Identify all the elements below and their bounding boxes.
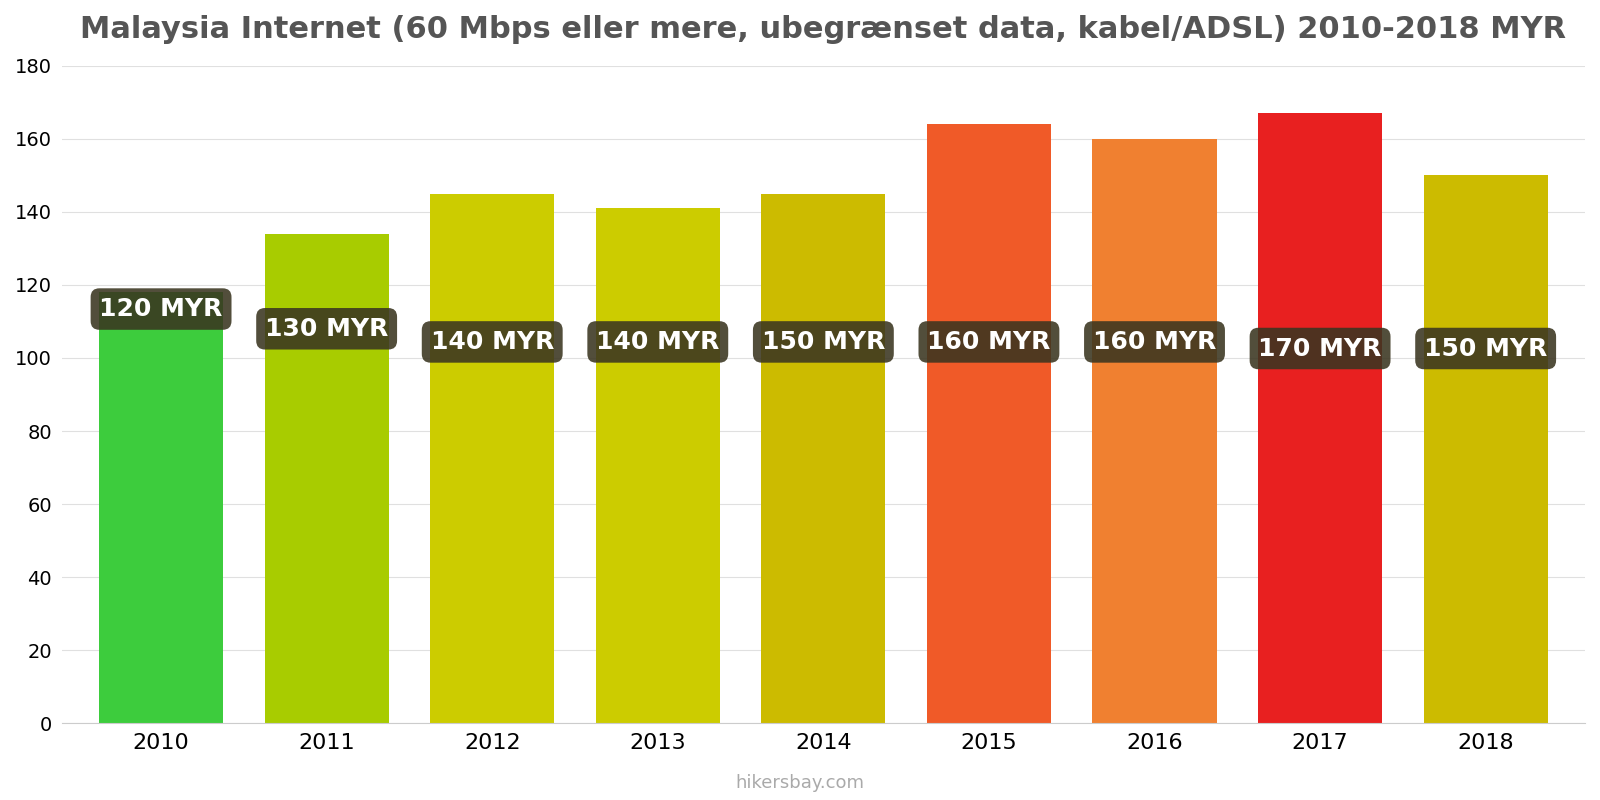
Text: 140 MYR: 140 MYR [430,330,554,354]
Bar [264,234,389,723]
Text: 160 MYR: 160 MYR [928,330,1051,354]
Text: hikersbay.com: hikersbay.com [736,774,864,792]
Bar [595,208,720,723]
Text: 120 MYR: 120 MYR [99,297,222,321]
Bar [1093,139,1216,723]
Text: 140 MYR: 140 MYR [597,330,720,354]
Title: Malaysia Internet (60 Mbps eller mere, ubegrænset data, kabel/ADSL) 2010-2018 MY: Malaysia Internet (60 Mbps eller mere, u… [80,15,1566,44]
Bar [1258,114,1382,723]
Text: 170 MYR: 170 MYR [1258,337,1382,361]
Text: 130 MYR: 130 MYR [266,317,389,341]
Bar [99,292,222,723]
Bar [1424,175,1547,723]
Bar [762,194,885,723]
Text: 150 MYR: 150 MYR [762,330,885,354]
Text: 150 MYR: 150 MYR [1424,337,1547,361]
Bar [430,194,554,723]
Text: 160 MYR: 160 MYR [1093,330,1216,354]
Bar [926,124,1051,723]
